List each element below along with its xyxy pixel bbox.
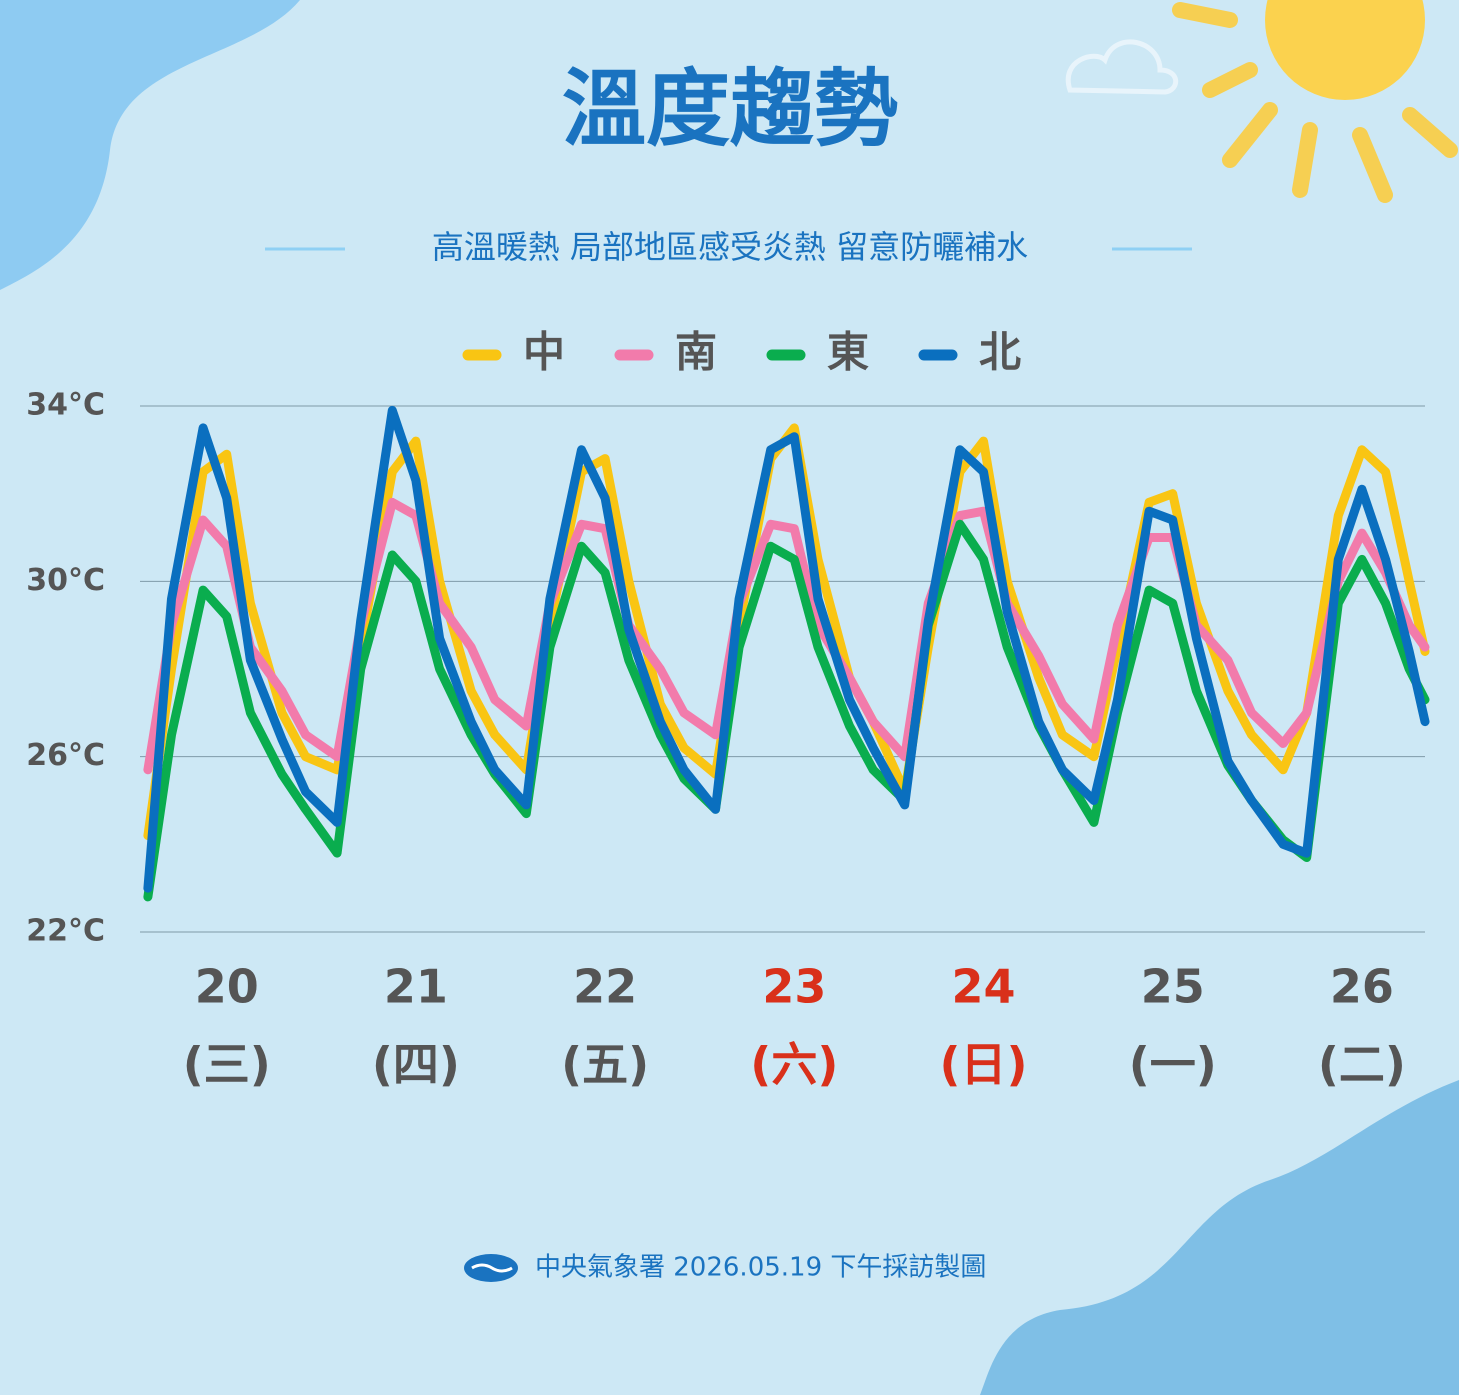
x-tick-weekday: (三) bbox=[183, 1038, 271, 1092]
series-line bbox=[143, 497, 1430, 775]
legend-label: 北 bbox=[979, 328, 1021, 377]
x-tick-label: 21 bbox=[384, 960, 448, 1014]
y-tick-label: 22°C bbox=[26, 914, 105, 949]
chart-subtitle: 高溫暖熱 局部地區感受炎熱 留意防曬補水 bbox=[432, 228, 1028, 266]
legend-label: 南 bbox=[675, 328, 717, 377]
legend-label: 中 bbox=[523, 328, 565, 377]
x-tick-label: 22 bbox=[573, 960, 637, 1014]
y-tick-label: 26°C bbox=[26, 738, 105, 773]
x-tick-weekday: (一) bbox=[1129, 1038, 1217, 1092]
x-tick-weekday: (四) bbox=[372, 1038, 460, 1092]
x-tick-weekday: (五) bbox=[561, 1038, 649, 1092]
x-tick-label: 26 bbox=[1330, 960, 1394, 1014]
series-line bbox=[143, 405, 1430, 893]
x-tick-weekday: (日) bbox=[940, 1038, 1028, 1092]
decor-blob bbox=[980, 1080, 1459, 1395]
x-tick-weekday: (二) bbox=[1318, 1038, 1406, 1092]
cloud bbox=[1065, 39, 1179, 95]
legend-label: 東 bbox=[827, 328, 869, 377]
x-tick-label: 23 bbox=[762, 960, 826, 1014]
x-tick-label: 20 bbox=[195, 960, 259, 1014]
sun bbox=[1172, 0, 1458, 203]
footer-logo bbox=[464, 1254, 518, 1282]
x-tick-label: 25 bbox=[1141, 960, 1205, 1014]
x-tick-label: 24 bbox=[952, 960, 1016, 1014]
chart-title: 溫度趨勢 bbox=[562, 60, 898, 158]
y-tick-label: 34°C bbox=[26, 388, 105, 423]
x-tick-weekday: (六) bbox=[750, 1038, 838, 1092]
decor-blob bbox=[0, 0, 300, 290]
y-tick-label: 30°C bbox=[26, 563, 105, 598]
footer: 中央氣象署 2026.05.19 下午採訪製圖 bbox=[535, 1253, 986, 1283]
